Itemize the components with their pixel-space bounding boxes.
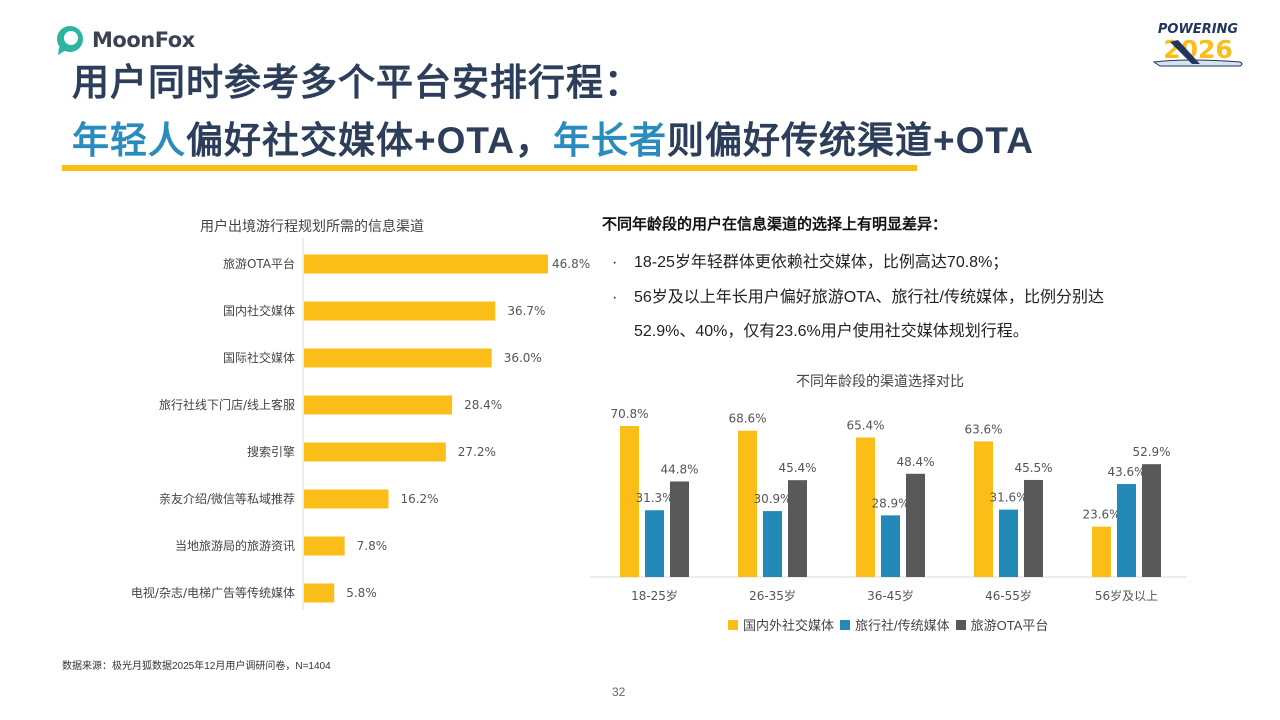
bar bbox=[999, 509, 1018, 577]
insight-bullet-1: · 18-25岁年轻群体更依赖社交媒体，比例高达70.8%； bbox=[612, 248, 1008, 272]
page-title-line2: 年轻人偏好社交媒体+OTA，年长者则偏好传统渠道+OTA bbox=[72, 110, 1034, 164]
value-label: 16.2% bbox=[400, 492, 438, 506]
bar bbox=[906, 473, 925, 577]
insight-bullet-2-continued: 52.9%、40%，仅有23.6%用户使用社交媒体规划行程。 bbox=[634, 323, 1029, 340]
bar bbox=[304, 536, 345, 556]
value-label: 48.4% bbox=[896, 455, 934, 469]
data-source-note: 数据来源：极光月狐数据2025年12月用户调研问卷，N=1404 bbox=[62, 661, 331, 672]
category-label: 当地旅游局的旅游资讯 bbox=[175, 538, 295, 553]
value-label: 68.6% bbox=[728, 412, 766, 426]
bar bbox=[856, 437, 875, 577]
value-label: 46.8% bbox=[552, 257, 590, 271]
legend-label: 旅行社/传统媒体 bbox=[855, 618, 950, 633]
category-label: 旅行社线下门店/线上客服 bbox=[159, 397, 295, 412]
bar bbox=[788, 480, 807, 577]
bar bbox=[304, 442, 446, 462]
legend-label: 国内外社交媒体 bbox=[743, 618, 835, 633]
bar bbox=[763, 511, 782, 577]
horizontal-bar-chart: 旅游OTA平台 46.8% 国内社交媒体 36.7% 国际社交媒体 36.0% 旅行社线下门… bbox=[131, 238, 590, 610]
value-label: 43.6% bbox=[1107, 465, 1145, 479]
moonfox-logo-icon bbox=[57, 26, 83, 55]
value-label: 52.9% bbox=[1132, 445, 1170, 459]
legend-swatch bbox=[840, 619, 851, 630]
category-label: 搜索引擎 bbox=[247, 444, 295, 459]
page-number: 32 bbox=[612, 685, 626, 699]
value-label: 45.4% bbox=[778, 461, 816, 475]
insight-heading: 不同年龄段的用户在信息渠道的选择上有明显差异： bbox=[602, 216, 948, 233]
category-label: 56岁及以上 bbox=[1095, 588, 1158, 603]
value-label: 31.3% bbox=[635, 491, 673, 505]
category-label: 36-45岁 bbox=[867, 588, 914, 603]
left-chart-title: 用户出境游行程规划所需的信息渠道 bbox=[200, 218, 424, 234]
value-label: 23.6% bbox=[1082, 508, 1120, 522]
legend-swatch bbox=[955, 619, 966, 630]
category-label: 国际社交媒体 bbox=[223, 350, 295, 365]
bar bbox=[620, 426, 639, 577]
insight-bullet-2: · 56岁及以上年长用户偏好旅游OTA、旅行社/传统媒体，比例分别达 bbox=[612, 283, 1104, 307]
category-label: 旅游OTA平台 bbox=[223, 256, 295, 271]
value-label: 7.8% bbox=[357, 539, 388, 553]
bar bbox=[974, 441, 993, 577]
legend-item-ota: 旅游OTA平台 bbox=[955, 615, 1049, 634]
badge-year-text: 2026 bbox=[1163, 35, 1233, 64]
category-label: 46-55岁 bbox=[985, 588, 1032, 603]
legend-label: 旅游OTA平台 bbox=[970, 618, 1049, 633]
value-label: 45.5% bbox=[1014, 461, 1052, 475]
title-part-old-pref: 则偏好传统渠道+OTA bbox=[666, 120, 1034, 161]
bar bbox=[645, 510, 664, 577]
moonfox-logo: MoonFox bbox=[54, 24, 195, 56]
category-label: 国内社交媒体 bbox=[223, 303, 295, 318]
value-label: 5.8% bbox=[346, 586, 377, 600]
title-part-young-pref: 偏好社交媒体+OTA， bbox=[186, 120, 553, 161]
bar bbox=[881, 515, 900, 577]
title-highlight-young: 年轻人 bbox=[72, 120, 186, 161]
bullet-dot: · bbox=[612, 254, 618, 271]
category-label: 26-35岁 bbox=[749, 588, 796, 603]
grouped-bar-chart: 70.8% 31.3% 44.8% 18-25岁 68.6% 30.9% 45.4% 26-3… bbox=[590, 407, 1187, 603]
category-label: 18-25岁 bbox=[631, 588, 678, 603]
bar bbox=[1024, 479, 1043, 577]
right-chart-title: 不同年龄段的渠道选择对比 bbox=[796, 373, 964, 389]
bar bbox=[304, 301, 496, 321]
value-label: 36.0% bbox=[504, 351, 542, 365]
value-label: 65.4% bbox=[846, 419, 884, 433]
chart-legend: 国内外社交媒体 旅行社/传统媒体 旅游OTA平台 bbox=[728, 615, 1048, 634]
value-label: 44.8% bbox=[660, 462, 698, 476]
value-label: 28.9% bbox=[871, 496, 909, 510]
title-highlight-old: 年长者 bbox=[552, 120, 667, 161]
bar bbox=[670, 481, 689, 577]
category-label: 电视/杂志/电梯广告等传统媒体 bbox=[131, 585, 295, 600]
badge-top-text: POWERING bbox=[1158, 22, 1239, 37]
bullet-text: 18-25岁年轻群体更依赖社交媒体，比例高达70.8%； bbox=[634, 254, 1009, 271]
bar bbox=[738, 430, 757, 577]
bar bbox=[1142, 464, 1161, 577]
bar bbox=[304, 583, 335, 603]
bar bbox=[1117, 484, 1136, 577]
page-title-line1: 用户同时参考多个平台安排行程： bbox=[72, 62, 642, 103]
value-label: 36.7% bbox=[507, 304, 545, 318]
legend-item-travel-agency: 旅行社/传统媒体 bbox=[840, 615, 950, 634]
bullet-dot: · bbox=[612, 289, 618, 306]
bar bbox=[304, 254, 548, 274]
logo-text: MoonFox bbox=[92, 28, 195, 52]
value-label: 27.2% bbox=[458, 445, 496, 459]
value-label: 31.6% bbox=[989, 491, 1027, 505]
value-label: 63.6% bbox=[964, 422, 1002, 436]
category-label: 亲友介绍/微信等私域推荐 bbox=[159, 492, 295, 506]
powering-2026-badge: POWERING 2026 bbox=[1152, 22, 1243, 67]
title-underline bbox=[62, 165, 917, 171]
value-label: 70.8% bbox=[610, 407, 648, 421]
value-label: 30.9% bbox=[753, 492, 791, 506]
legend-swatch bbox=[728, 619, 738, 630]
bar bbox=[1092, 526, 1111, 577]
bar bbox=[304, 348, 492, 368]
bullet-text: 56岁及以上年长用户偏好旅游OTA、旅行社/传统媒体，比例分别达 bbox=[634, 289, 1104, 306]
value-label: 28.4% bbox=[464, 398, 502, 412]
bar bbox=[304, 489, 389, 509]
bar bbox=[304, 395, 453, 415]
legend-item-social: 国内外社交媒体 bbox=[728, 615, 834, 634]
